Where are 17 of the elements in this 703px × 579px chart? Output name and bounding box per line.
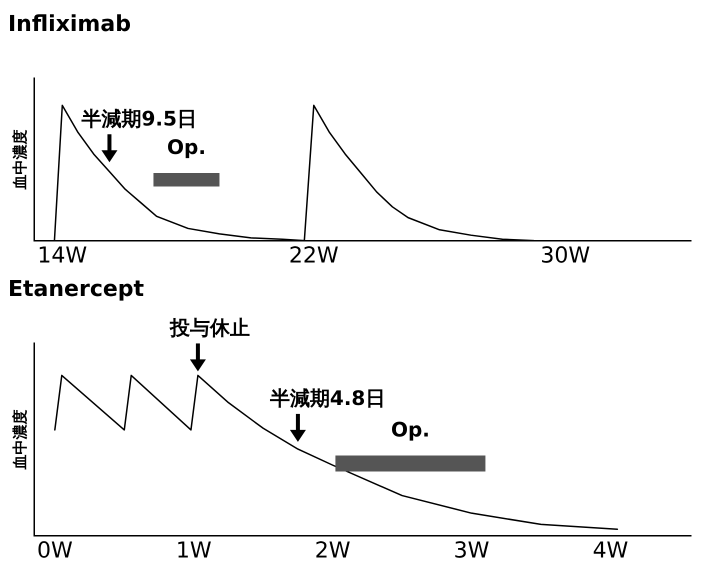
x-tick-label: 2W [314,538,351,564]
x-tick-label: 3W [454,538,490,564]
annotation: 半減期9.5日 [80,106,197,130]
x-tick-label: 30W [540,244,590,269]
annotation: 半減期4.8日 [268,386,386,410]
annotation: 投与休止 [168,316,250,340]
chart-title: Etanercept [8,276,145,302]
x-tick-label: 14W [37,244,88,269]
y-axis-title: 血中濃度 [10,130,29,190]
x-tick-label: 1W [176,538,212,564]
x-tick-label: 4W [592,538,629,564]
x-tick-label: 22W [288,244,339,269]
band-label: Op. [390,418,430,442]
y-axis-title: 血中濃度 [10,410,29,470]
band-label: Op. [167,135,206,160]
chart-title: Infliximab [8,12,131,37]
x-tick-label: 0W [36,538,73,564]
